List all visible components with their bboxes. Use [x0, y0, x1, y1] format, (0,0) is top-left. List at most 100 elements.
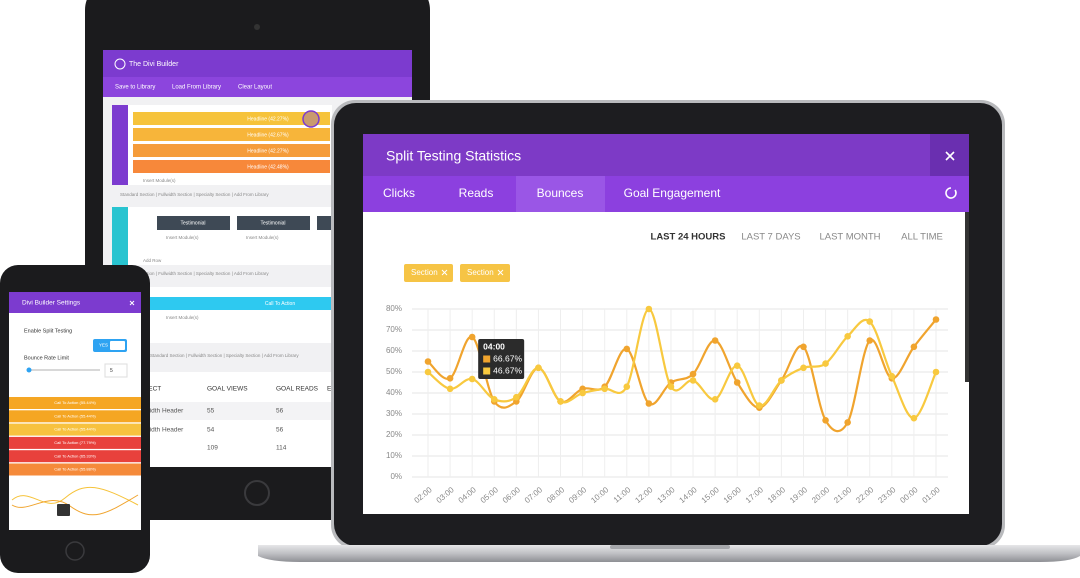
- module-label: Headline (42.27%): [247, 116, 289, 122]
- tab[interactable]: Bounces: [537, 186, 584, 200]
- data-point: [446, 385, 454, 393]
- data-point: [424, 368, 432, 376]
- scrollbar: [965, 212, 969, 382]
- data-point: [800, 364, 807, 372]
- module-label: Call To Action (55.44%): [54, 413, 96, 418]
- table-cell: 114: [276, 445, 287, 452]
- module-list: Call To Action (55.44%) Call To Action (5…: [9, 397, 141, 476]
- mini-tooltip: [57, 504, 70, 516]
- limit-value: 5: [110, 368, 113, 374]
- table-row-bg: [103, 402, 333, 420]
- y-tick-label: 30%: [386, 409, 402, 418]
- tooltip-swatch: [483, 355, 491, 363]
- phone: Divi Builder Settings Enable Split Testi…: [0, 265, 150, 573]
- toolbar-item[interactable]: Load From Library: [172, 85, 221, 91]
- data-point: [623, 345, 631, 353]
- data-point: [711, 396, 719, 403]
- section-links[interactable]: Standard Section | Fullwidth Section | S…: [120, 271, 269, 276]
- insert-link[interactable]: Insert Module(s): [166, 315, 199, 320]
- filter-chip[interactable]: [404, 264, 453, 282]
- insert-link[interactable]: Insert Module(s): [246, 235, 279, 240]
- series-line: [427, 318, 937, 433]
- data-point: [866, 318, 874, 325]
- y-tick-label: 40%: [386, 388, 402, 397]
- module-label: Call To Action (65.33%): [54, 453, 96, 458]
- range-option[interactable]: LAST MONTH: [819, 232, 880, 243]
- y-tick-label: 70%: [386, 325, 402, 334]
- settings-header: [9, 292, 141, 313]
- table-cell: 56: [276, 408, 284, 415]
- data-point: [468, 375, 476, 383]
- module-label: Headline (42.48%): [247, 164, 289, 170]
- data-point: [513, 393, 520, 401]
- module: [133, 144, 330, 157]
- module: [9, 423, 141, 436]
- table-header: GOAL VIEWS: [207, 386, 248, 393]
- section-strip: [112, 105, 128, 185]
- module: [157, 216, 230, 230]
- module-label: Call To Action (55.44%): [54, 427, 96, 432]
- limit-box[interactable]: [104, 363, 128, 378]
- chart: 0%10%20%30%40%50%60%70%80%02:00 03:00 04:0…: [386, 304, 948, 505]
- data-point: [733, 362, 741, 370]
- data-point: [822, 417, 829, 424]
- toggle-knob: [110, 341, 125, 350]
- data-point: [645, 305, 653, 313]
- data-point: [778, 377, 785, 384]
- data-point: [711, 337, 719, 344]
- tooltip-time: 04:00: [483, 341, 505, 351]
- data-point: [667, 383, 675, 391]
- module: [133, 112, 330, 125]
- logo: [114, 58, 126, 70]
- filter-chip[interactable]: [460, 264, 510, 282]
- laptop: Split Testing Statistics Clicks Reads Bo…: [258, 100, 1080, 562]
- close-icon[interactable]: [129, 300, 135, 306]
- toolbar-item[interactable]: Save to Library: [115, 85, 155, 91]
- slider-knob[interactable]: [26, 367, 32, 373]
- module: [317, 216, 332, 230]
- tab[interactable]: Reads: [459, 186, 494, 200]
- settings-title: Divi Builder Settings: [22, 300, 81, 307]
- module-label: Call To Action (77.79%): [54, 440, 96, 445]
- add-row[interactable]: Add Row: [143, 258, 162, 263]
- range-option[interactable]: ALL TIME: [901, 232, 943, 243]
- table-header: JECT: [145, 386, 161, 393]
- home-button: [244, 480, 270, 506]
- toolbar-item[interactable]: Clear Layout: [238, 85, 272, 91]
- data-point: [932, 316, 940, 323]
- camera: [254, 24, 260, 30]
- laptop-base: [258, 545, 1080, 562]
- y-tick-label: 0%: [390, 472, 402, 481]
- y-tick-label: 60%: [386, 346, 402, 355]
- data-point: [689, 377, 697, 384]
- table-cell: 109: [207, 445, 218, 452]
- data-point: [468, 333, 476, 341]
- y-tick-label: 50%: [386, 367, 402, 376]
- table-header: GOAL READS: [276, 386, 319, 393]
- section-strip: [112, 207, 128, 265]
- refresh-icon[interactable]: [945, 187, 957, 199]
- section: [112, 207, 332, 265]
- data-point: [689, 370, 697, 378]
- tab[interactable]: Goal Engagement: [624, 186, 721, 200]
- data-point: [888, 372, 896, 380]
- data-point: [601, 385, 608, 393]
- field-label: Enable Split Testing: [24, 328, 72, 334]
- section-links[interactable]: Standard Section | Fullwidth Section | S…: [120, 192, 269, 197]
- insert-link[interactable]: Insert Module(s): [143, 178, 176, 183]
- cursor: [302, 110, 320, 128]
- range-option[interactable]: LAST 7 DAYS: [741, 232, 800, 243]
- insert-link[interactable]: Insert Module(s): [166, 235, 199, 240]
- tooltip-value: 46.67%: [493, 365, 522, 375]
- data-point: [756, 402, 763, 409]
- tab[interactable]: Clicks: [383, 186, 415, 200]
- y-tick-label: 80%: [386, 304, 402, 313]
- module: [133, 128, 330, 141]
- range-option[interactable]: LAST 24 HOURS: [651, 232, 726, 243]
- data-point: [424, 358, 432, 365]
- module-label: Call To Action: [265, 301, 295, 307]
- section-links[interactable]: Standard Section | Fullwidth Section | S…: [150, 353, 299, 358]
- toolbar: [103, 77, 412, 97]
- module-label: Call To Action (55.44%): [54, 400, 96, 405]
- module-label: Testimonial: [180, 220, 205, 226]
